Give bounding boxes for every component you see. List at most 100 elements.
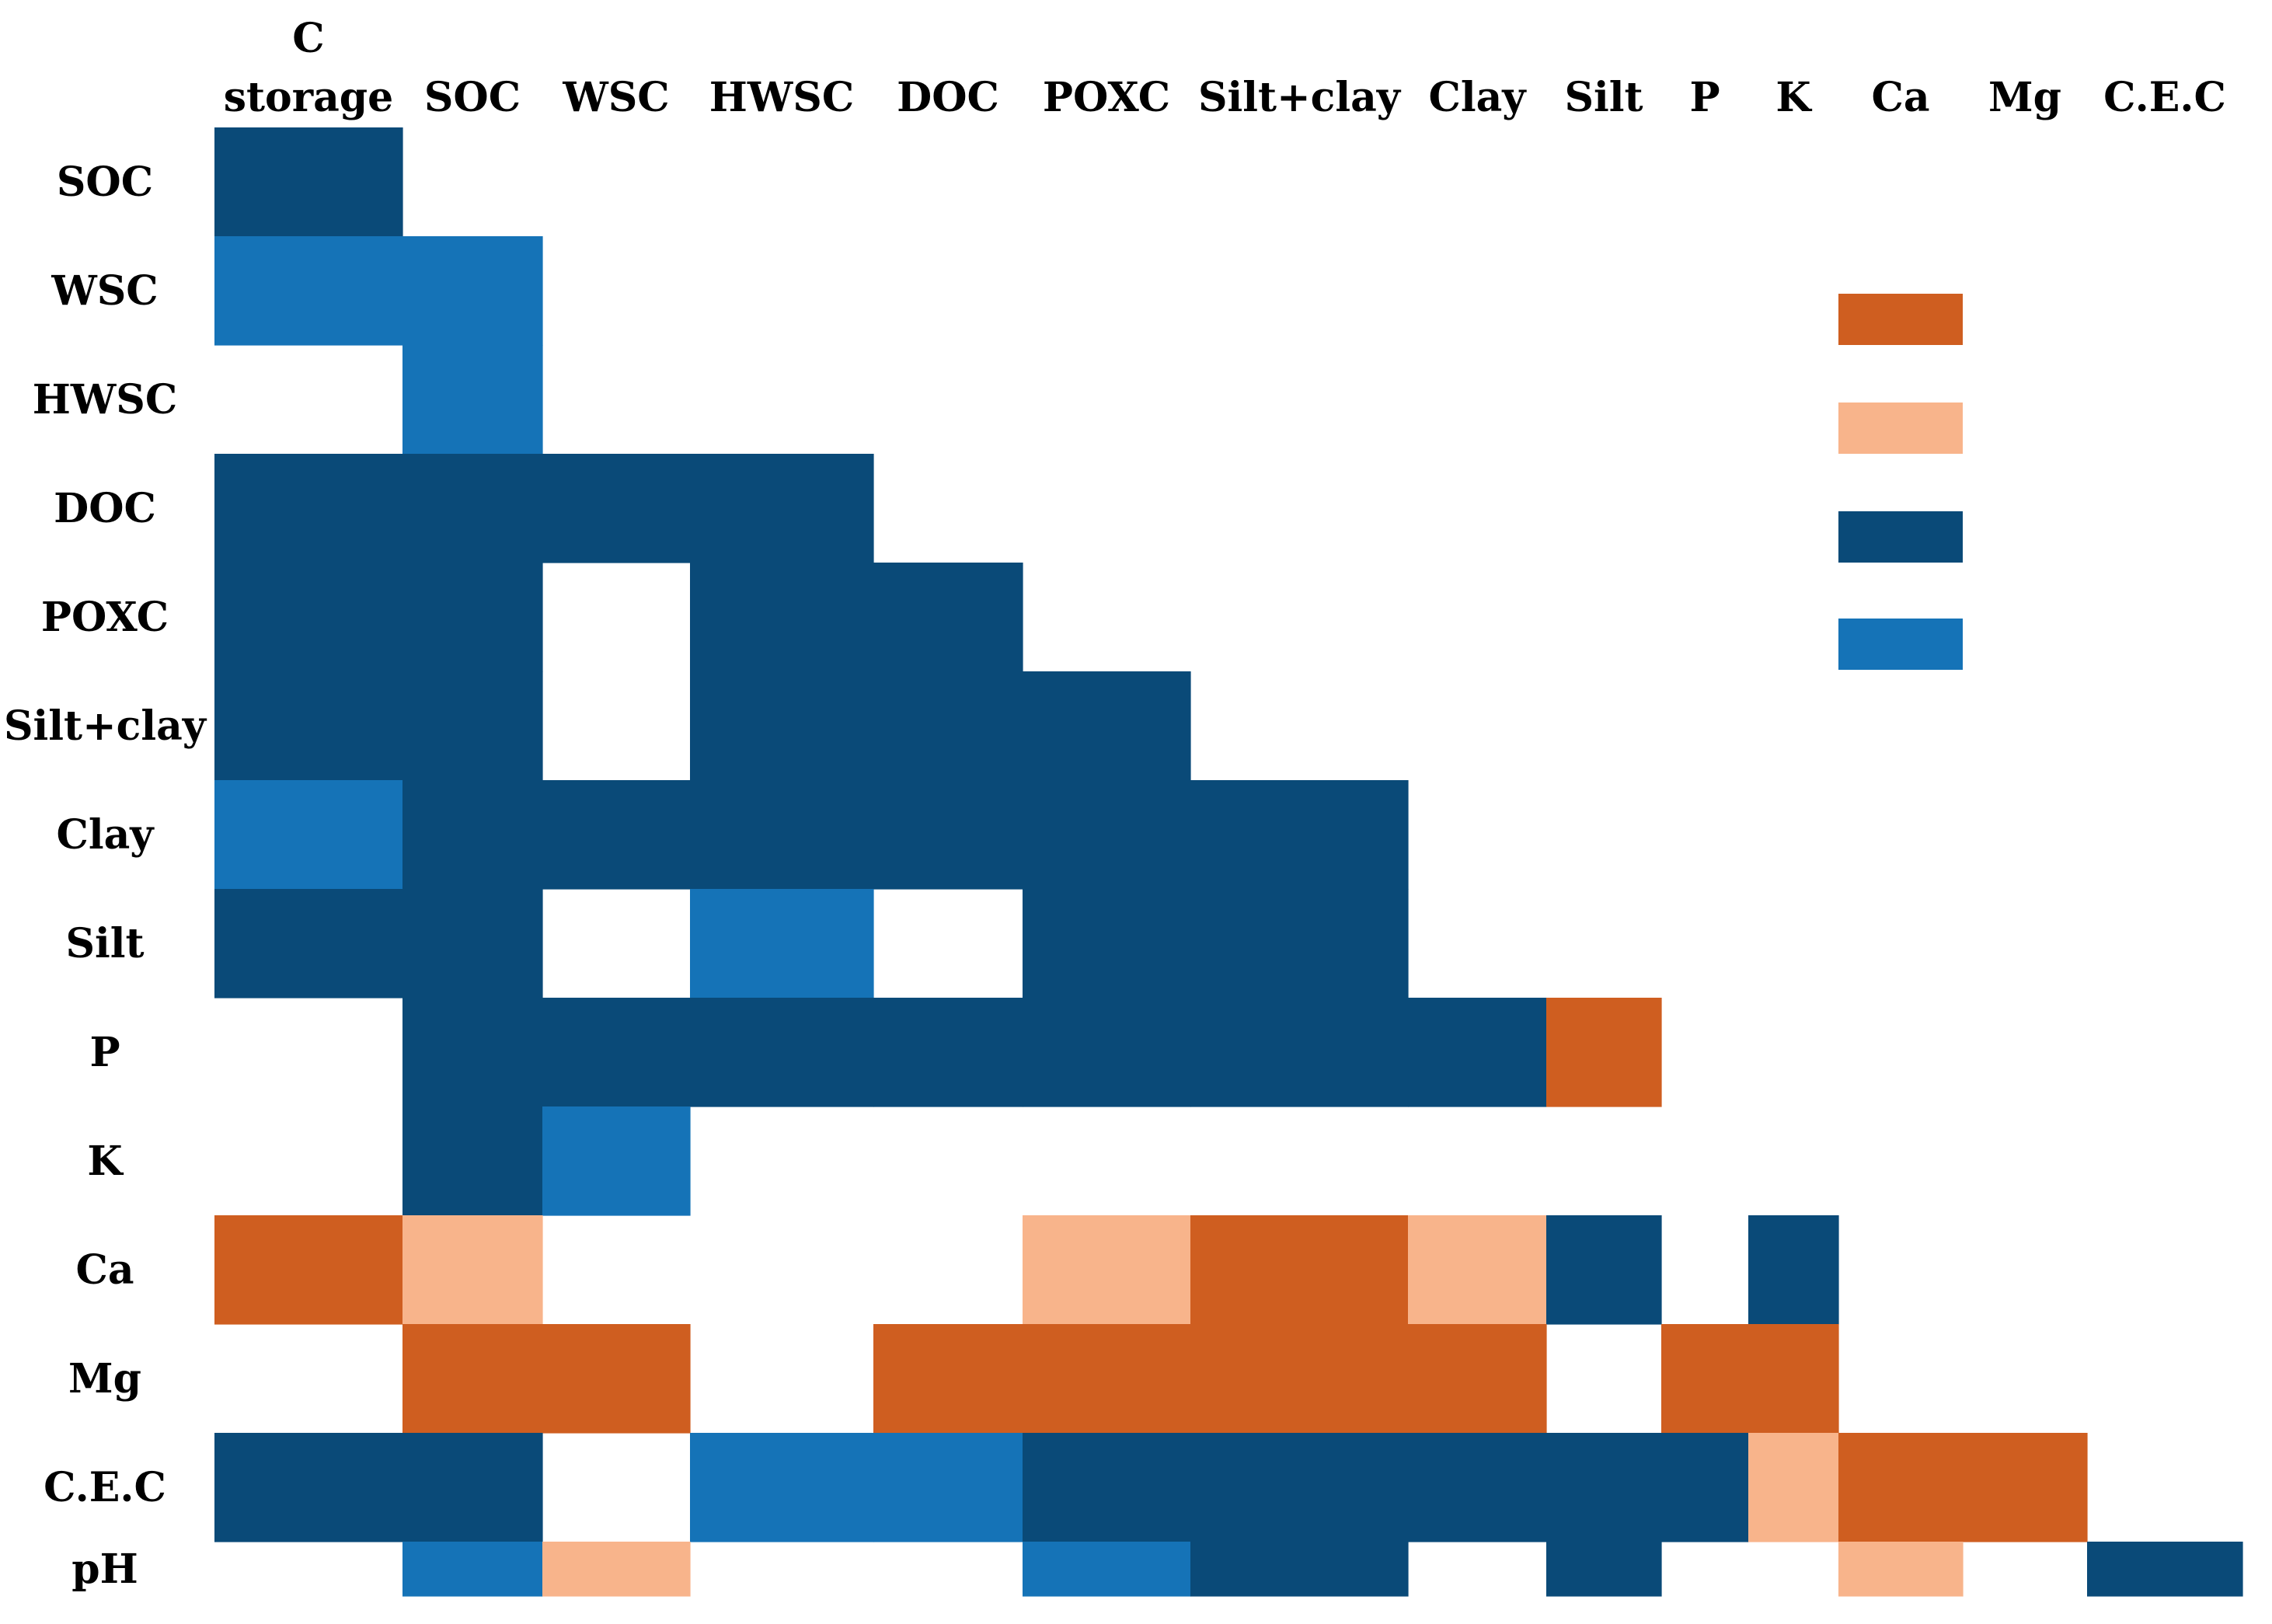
cell-mg-soc: [402, 1324, 543, 1434]
cell-k-soc: [402, 1106, 543, 1216]
cell-c-e-c-mg: [1963, 1433, 2088, 1542]
cell-hwsc-soc: [402, 345, 543, 455]
row-label-soc: SOC: [57, 159, 153, 206]
column-label-k: K: [1775, 74, 1812, 121]
cell-clay-wsc: [542, 780, 691, 890]
cell-mg-k: [1748, 1324, 1839, 1434]
cell-doc-soc: [402, 454, 543, 563]
cell-silt-clay-poxc: [1023, 671, 1191, 781]
cell-p-silt: [1546, 998, 1662, 1107]
cell-ph-silt-clay: [1190, 1542, 1409, 1597]
cell-p-soc: [402, 998, 543, 1107]
cell-doc-wsc: [542, 454, 691, 563]
cell-c-e-c-doc: [873, 1433, 1023, 1542]
column-label-c-storage-line2: storage: [224, 74, 394, 121]
cell-wsc-c-storage: [214, 236, 403, 346]
column-label-soc: SOC: [424, 74, 521, 121]
cell-clay-poxc: [1023, 780, 1191, 890]
cell-mg-poxc: [1023, 1324, 1191, 1434]
cell-ca-clay: [1408, 1215, 1547, 1325]
column-label-c-e-c: C.E.C: [2103, 74, 2226, 121]
row-labels: SOC WSC HWSC DOC POXC Silt+clay Clay Silt P K Ca Mg…: [4, 159, 207, 1593]
column-label-clay: Clay: [1428, 74, 1527, 121]
cell-silt-clay-hwsc: [690, 671, 874, 781]
cell-ca-c-storage: [214, 1215, 403, 1325]
cell-clay-doc: [873, 780, 1023, 890]
cell-silt-soc: [402, 889, 543, 998]
cell-clay-c-storage: [214, 780, 403, 890]
cell-clay-hwsc: [690, 780, 874, 890]
cell-silt-clay-doc: [873, 671, 1023, 781]
cell-clay-silt-clay: [1190, 780, 1409, 890]
row-label-mg: Mg: [68, 1355, 141, 1403]
row-label-clay: Clay: [56, 811, 155, 859]
row-label-poxc: POXC: [41, 594, 169, 641]
column-label-poxc: POXC: [1043, 74, 1170, 121]
row-label-wsc: WSC: [51, 267, 158, 315]
column-label-mg: Mg: [1988, 74, 2061, 121]
column-label-silt-clay: Silt+clay: [1198, 74, 1402, 121]
cell-ph-poxc: [1023, 1542, 1191, 1597]
cell-c-e-c-silt-clay: [1190, 1433, 1409, 1542]
column-label-c-storage-line1: C: [292, 15, 324, 62]
cell-doc-c-storage: [214, 454, 403, 563]
cell-clay-soc: [402, 780, 543, 890]
cell-c-e-c-p: [1661, 1433, 1749, 1542]
cell-p-silt-clay: [1190, 998, 1409, 1107]
cell-c-e-c-hwsc: [690, 1433, 874, 1542]
cell-mg-clay: [1408, 1324, 1547, 1434]
row-label-c-e-c: C.E.C: [44, 1464, 166, 1511]
legend-swatch-3: [1838, 511, 1963, 563]
cell-poxc-c-storage: [214, 563, 403, 672]
row-label-silt: Silt: [65, 920, 144, 967]
cell-c-e-c-ca: [1838, 1433, 1964, 1542]
cell-silt-c-storage: [214, 889, 403, 998]
cell-ca-soc: [402, 1215, 543, 1325]
cell-c-e-c-clay: [1408, 1433, 1547, 1542]
cell-poxc-doc: [873, 563, 1023, 672]
column-label-hwsc: HWSC: [709, 74, 854, 121]
cell-ca-silt-clay: [1190, 1215, 1409, 1325]
row-label-p: P: [89, 1029, 120, 1076]
cell-c-e-c-k: [1748, 1433, 1839, 1542]
legend: [1838, 294, 1963, 670]
cell-wsc-soc: [402, 236, 543, 346]
cell-p-doc: [873, 998, 1023, 1107]
cell-silt-hwsc: [690, 889, 874, 998]
cell-p-poxc: [1023, 998, 1191, 1107]
column-label-doc: DOC: [897, 74, 999, 121]
row-label-hwsc: HWSC: [33, 376, 177, 423]
cell-ca-k: [1748, 1215, 1839, 1325]
cell-silt-silt-clay: [1190, 889, 1409, 998]
legend-swatch-2: [1838, 403, 1963, 454]
cell-ph-silt: [1546, 1542, 1662, 1597]
cell-ca-silt: [1546, 1215, 1662, 1325]
column-label-silt: Silt: [1564, 74, 1643, 121]
cell-poxc-hwsc: [690, 563, 874, 672]
cell-p-clay: [1408, 998, 1547, 1107]
cell-p-hwsc: [690, 998, 874, 1107]
cell-doc-hwsc: [690, 454, 874, 563]
cell-poxc-soc: [402, 563, 543, 672]
row-label-silt-clay: Silt+clay: [4, 702, 207, 750]
cell-c-e-c-soc: [402, 1433, 543, 1542]
row-label-ca: Ca: [75, 1246, 134, 1294]
legend-swatch-1: [1838, 294, 1963, 345]
cell-mg-p: [1661, 1324, 1749, 1434]
cell-c-e-c-c-storage: [214, 1433, 403, 1542]
row-label-ph: pH: [71, 1546, 138, 1593]
cell-mg-silt-clay: [1190, 1324, 1409, 1434]
cell-ph-c-e-c: [2087, 1542, 2243, 1597]
cell-mg-doc: [873, 1324, 1023, 1434]
cell-ca-poxc: [1023, 1215, 1191, 1325]
cell-ph-ca: [1838, 1542, 1964, 1597]
cell-ph-wsc: [542, 1542, 691, 1597]
column-label-wsc: WSC: [562, 74, 669, 121]
cell-c-e-c-poxc: [1023, 1433, 1191, 1542]
cell-silt-clay-c-storage: [214, 671, 403, 781]
cell-ph-soc: [402, 1542, 543, 1597]
column-label-ca: Ca: [1871, 74, 1929, 121]
row-label-k: K: [87, 1138, 124, 1185]
cell-c-e-c-silt: [1546, 1433, 1662, 1542]
